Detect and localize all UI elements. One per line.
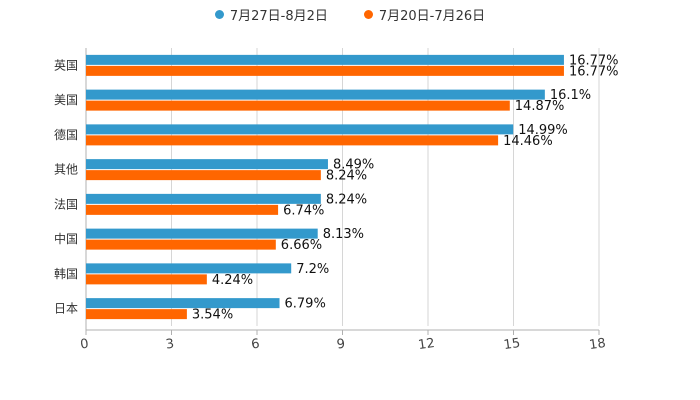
data-label-series-1-4: 8.24% [326,192,367,207]
bar-series-2-4 [86,204,279,215]
bar-series-2-2 [86,135,499,146]
bar-series-1-6 [86,263,292,274]
bar-series-1-5 [86,228,318,239]
category-label-0: 英国 [54,58,78,72]
x-tick-label-9: 9 [336,337,346,353]
data-label-series-1-0: 16.77% [569,53,619,68]
category-label-7: 日本 [54,302,78,316]
category-label-3: 其他 [54,163,78,177]
x-tick-label-0: 0 [79,337,89,353]
data-label-series-1-7: 6.79% [285,297,326,312]
category-label-2: 德国 [54,127,78,142]
data-label-series-2-7: 3.54% [192,308,233,323]
data-label-series-2-4: 6.74% [283,203,324,218]
data-label-series-2-3: 8.24% [326,169,367,184]
x-tick-label-18: 18 [588,336,606,353]
bar-series-2-7 [86,309,187,320]
data-label-series-2-0: 16.77% [569,64,619,79]
x-tick-label-12: 12 [417,336,435,353]
bar-series-1-1 [86,89,545,100]
bar-series-2-6 [86,274,207,285]
data-label-series-2-2: 14.46% [503,134,553,149]
x-tick-label-15: 15 [503,336,521,353]
data-label-series-1-6: 7.2% [296,262,329,277]
bar-series-2-5 [86,239,276,250]
category-label-4: 法国 [54,197,78,211]
legend-label-series-1: 7月27日-8月2日 [229,8,328,24]
data-label-series-2-1: 14.87% [515,99,565,114]
data-label-series-2-6: 4.24% [212,273,253,288]
data-label-series-1-5: 8.13% [323,227,364,242]
bar-series-1-3 [86,159,328,170]
legend-marker-series-1 [214,9,224,19]
bar-series-2-1 [86,100,510,111]
legend: 7月27日-8月2日 7月20日-7月26日 [0,4,700,24]
data-label-series-2-5: 6.66% [281,238,322,253]
category-label-5: 中国 [54,231,78,246]
legend-label-series-2: 7月20日-7月26日 [378,8,486,24]
legend-item-series-2[interactable]: 7月20日-7月26日 [363,4,486,24]
x-tick-label-3: 3 [165,337,175,353]
legend-marker-series-2 [363,9,373,19]
bar-series-1-0 [86,54,564,65]
bar-series-2-0 [86,65,564,76]
category-label-6: 韩国 [54,266,78,281]
data-label-series-1-1: 16.1% [550,88,591,103]
category-label-1: 美国 [54,93,78,107]
bar-series-2-3 [86,170,321,181]
bar-series-1-7 [86,298,280,309]
data-label-series-1-2: 14.99% [518,123,568,138]
bar-series-1-4 [86,193,321,204]
bar-series-1-2 [86,124,514,135]
x-tick-label-6: 6 [250,337,260,353]
legend-item-series-1[interactable]: 7月27日-8月2日 [214,4,328,24]
data-label-series-1-3: 8.49% [333,158,374,173]
